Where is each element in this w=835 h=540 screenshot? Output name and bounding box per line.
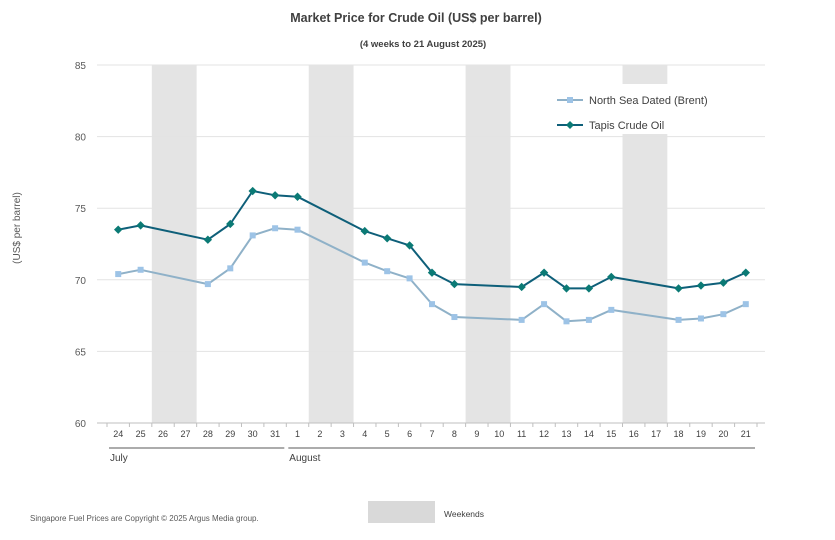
- x-tick-label: 6: [407, 429, 412, 439]
- x-tick-label: 1: [295, 429, 300, 439]
- data-point-brent: [675, 316, 682, 323]
- data-point-brent: [137, 266, 144, 273]
- data-point-tapis: [584, 284, 594, 293]
- chart-title: Market Price for Crude Oil (US$ per barr…: [290, 11, 541, 25]
- data-point-tapis: [450, 279, 459, 289]
- data-point-brent: [272, 225, 279, 232]
- data-point-tapis: [741, 268, 750, 277]
- data-point-brent: [697, 315, 704, 322]
- x-tick-label: 4: [362, 429, 367, 439]
- x-tick-label: 7: [429, 429, 434, 439]
- legend-marker-brent: [567, 97, 573, 103]
- series-layer: [114, 186, 750, 325]
- data-point-tapis: [674, 284, 683, 293]
- x-tick-label: 29: [225, 429, 235, 439]
- weekend-band: [151, 65, 197, 423]
- data-point-brent: [518, 316, 525, 323]
- data-point-brent: [585, 316, 592, 323]
- x-tick-label: 16: [629, 429, 639, 439]
- x-tick-label: 26: [158, 429, 168, 439]
- month-label: July: [110, 453, 128, 464]
- data-point-tapis: [360, 226, 369, 236]
- data-point-tapis: [562, 284, 571, 293]
- data-point-tapis: [114, 225, 123, 234]
- legend-marker-tapis: [566, 121, 574, 129]
- data-point-brent: [361, 259, 368, 266]
- x-tick-label: 2: [317, 429, 322, 439]
- legend-label-brent: North Sea Dated (Brent): [589, 95, 708, 107]
- weekend-band: [465, 65, 511, 423]
- x-tick-label: 12: [539, 429, 549, 439]
- chart-subtitle: (4 weeks to 21 August 2025): [360, 39, 486, 50]
- x-tick-label: 9: [474, 429, 479, 439]
- x-tick-label: 8: [452, 429, 457, 439]
- data-point-brent: [249, 232, 256, 239]
- data-point-tapis: [293, 192, 302, 201]
- y-axis-label: (US$ per barrel): [12, 192, 23, 264]
- x-axis: 24 25 26 27 28 29 30 31 1 2 3 4 5 6 7 8 9 10 11 12 13 14 15 16 1…: [97, 422, 765, 464]
- data-point-tapis: [517, 282, 526, 292]
- data-point-brent: [720, 311, 727, 318]
- data-point-brent: [429, 301, 435, 308]
- x-tick-label: 5: [385, 429, 390, 439]
- x-tick-label: 31: [270, 429, 280, 439]
- x-tick-label: 20: [718, 429, 728, 439]
- x-tick-label: 25: [136, 429, 146, 439]
- data-point-tapis: [226, 219, 235, 229]
- data-point-brent: [204, 281, 211, 288]
- data-point-tapis: [719, 278, 728, 287]
- x-tick-label: 27: [180, 429, 190, 439]
- y-axis-ticks: 60 65 70 75 80 85: [75, 61, 87, 430]
- copyright-footer: Singapore Fuel Prices are Copyright © 20…: [30, 514, 259, 523]
- x-tick-label: 17: [651, 429, 661, 439]
- x-tick-label: 11: [517, 429, 526, 439]
- data-point-brent: [294, 226, 301, 233]
- data-point-brent: [384, 268, 391, 275]
- weekends-legend-label: Weekends: [444, 509, 484, 519]
- month-label: August: [289, 453, 320, 464]
- weekends-legend-swatch: [368, 501, 435, 523]
- data-point-brent: [608, 306, 615, 313]
- x-tick-label: 24: [113, 429, 123, 439]
- data-point-tapis: [248, 186, 257, 196]
- legend-label-tapis: Tapis Crude Oil: [589, 120, 664, 132]
- data-point-brent: [541, 301, 548, 308]
- data-point-tapis: [405, 241, 414, 250]
- x-tick-label: 19: [696, 429, 706, 439]
- data-point-brent: [563, 318, 570, 325]
- y-tick-label: 85: [75, 61, 87, 72]
- y-tick-label: 60: [75, 419, 87, 430]
- y-tick-label: 75: [75, 204, 87, 215]
- x-tick-label: 10: [494, 429, 504, 439]
- data-point-tapis: [427, 268, 437, 277]
- data-point-tapis: [539, 268, 549, 277]
- data-point-tapis: [136, 221, 145, 230]
- data-point-brent: [406, 275, 413, 282]
- x-tick-label: 14: [584, 429, 594, 439]
- data-point-brent: [742, 301, 749, 308]
- data-point-tapis: [382, 234, 392, 243]
- data-point-tapis: [607, 272, 616, 282]
- data-point-tapis: [270, 191, 280, 200]
- data-point-brent: [227, 265, 234, 272]
- weekend-band: [308, 65, 354, 423]
- y-tick-label: 70: [75, 276, 87, 287]
- x-tick-label: 21: [741, 429, 751, 439]
- x-tick-label: 15: [606, 429, 616, 439]
- data-point-brent: [115, 271, 122, 278]
- x-tick-label: 3: [340, 429, 345, 439]
- x-tick-label: 13: [561, 429, 571, 439]
- x-tick-label: 30: [248, 429, 258, 439]
- x-tick-label: 18: [674, 429, 684, 439]
- legend: North Sea Dated (Brent) Tapis Crude Oil: [549, 84, 727, 134]
- x-tick-label: 28: [203, 429, 213, 439]
- data-point-tapis: [696, 281, 706, 290]
- data-point-brent: [451, 314, 458, 321]
- y-tick-label: 65: [75, 347, 87, 358]
- y-tick-label: 80: [75, 133, 87, 144]
- data-point-tapis: [203, 235, 213, 244]
- gridlines: [97, 64, 765, 352]
